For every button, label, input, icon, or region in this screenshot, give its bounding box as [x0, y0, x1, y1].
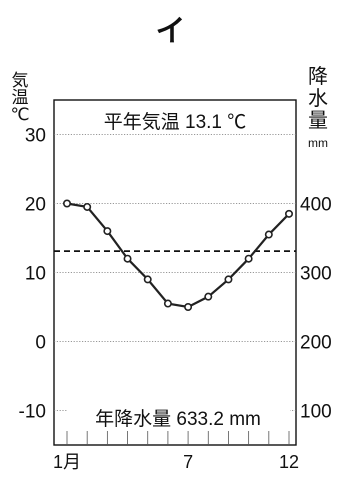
y-tick-label-temp: 30 — [25, 126, 46, 147]
temperature-point — [103, 227, 112, 236]
y-tick-label-precip: 100 — [300, 402, 332, 423]
temperature-point — [83, 202, 92, 211]
y-tick-label-temp: -10 — [19, 402, 46, 423]
temperature-point — [224, 275, 233, 284]
right-axis-title: 降水量 — [305, 66, 331, 132]
annual-temp-label: 平年気温 13.1 ℃ — [104, 111, 247, 133]
x-tick-label: 12 — [279, 452, 299, 472]
annual-precip-label: 年降水量 633.2 mm — [95, 408, 261, 430]
temperature-point — [264, 230, 273, 239]
temperature-point — [204, 292, 213, 301]
right-axis-title-text: 降水量 — [308, 66, 328, 132]
y-tick-label-precip: 200 — [300, 333, 332, 354]
y-tick-label-precip: 400 — [300, 195, 332, 216]
x-tick-label: 1月 — [53, 452, 81, 472]
y-tick-label-precip: 300 — [300, 264, 332, 285]
temperature-point — [62, 199, 71, 208]
temperature-point — [143, 275, 152, 284]
temperature-point — [184, 302, 193, 311]
left-axis-unit: ℃ — [10, 105, 30, 124]
temperature-point — [284, 209, 293, 218]
temperature-line — [66, 202, 290, 309]
temperature-point — [123, 254, 132, 263]
left-axis-title: 気温 ℃ — [9, 72, 31, 123]
temperature-point — [244, 254, 253, 263]
right-axis-unit: mm — [308, 136, 328, 150]
annual-precip-label-bg — [68, 405, 290, 429]
y-tick-label-temp: 0 — [35, 333, 46, 354]
y-tick-label-temp: 20 — [25, 195, 46, 216]
y-tick-label-temp: 10 — [25, 264, 46, 285]
x-tick-label: 7 — [183, 452, 193, 472]
left-axis-title-text: 気温 — [11, 71, 29, 107]
panel-label: イ — [155, 15, 186, 48]
temperature-point — [163, 299, 172, 308]
